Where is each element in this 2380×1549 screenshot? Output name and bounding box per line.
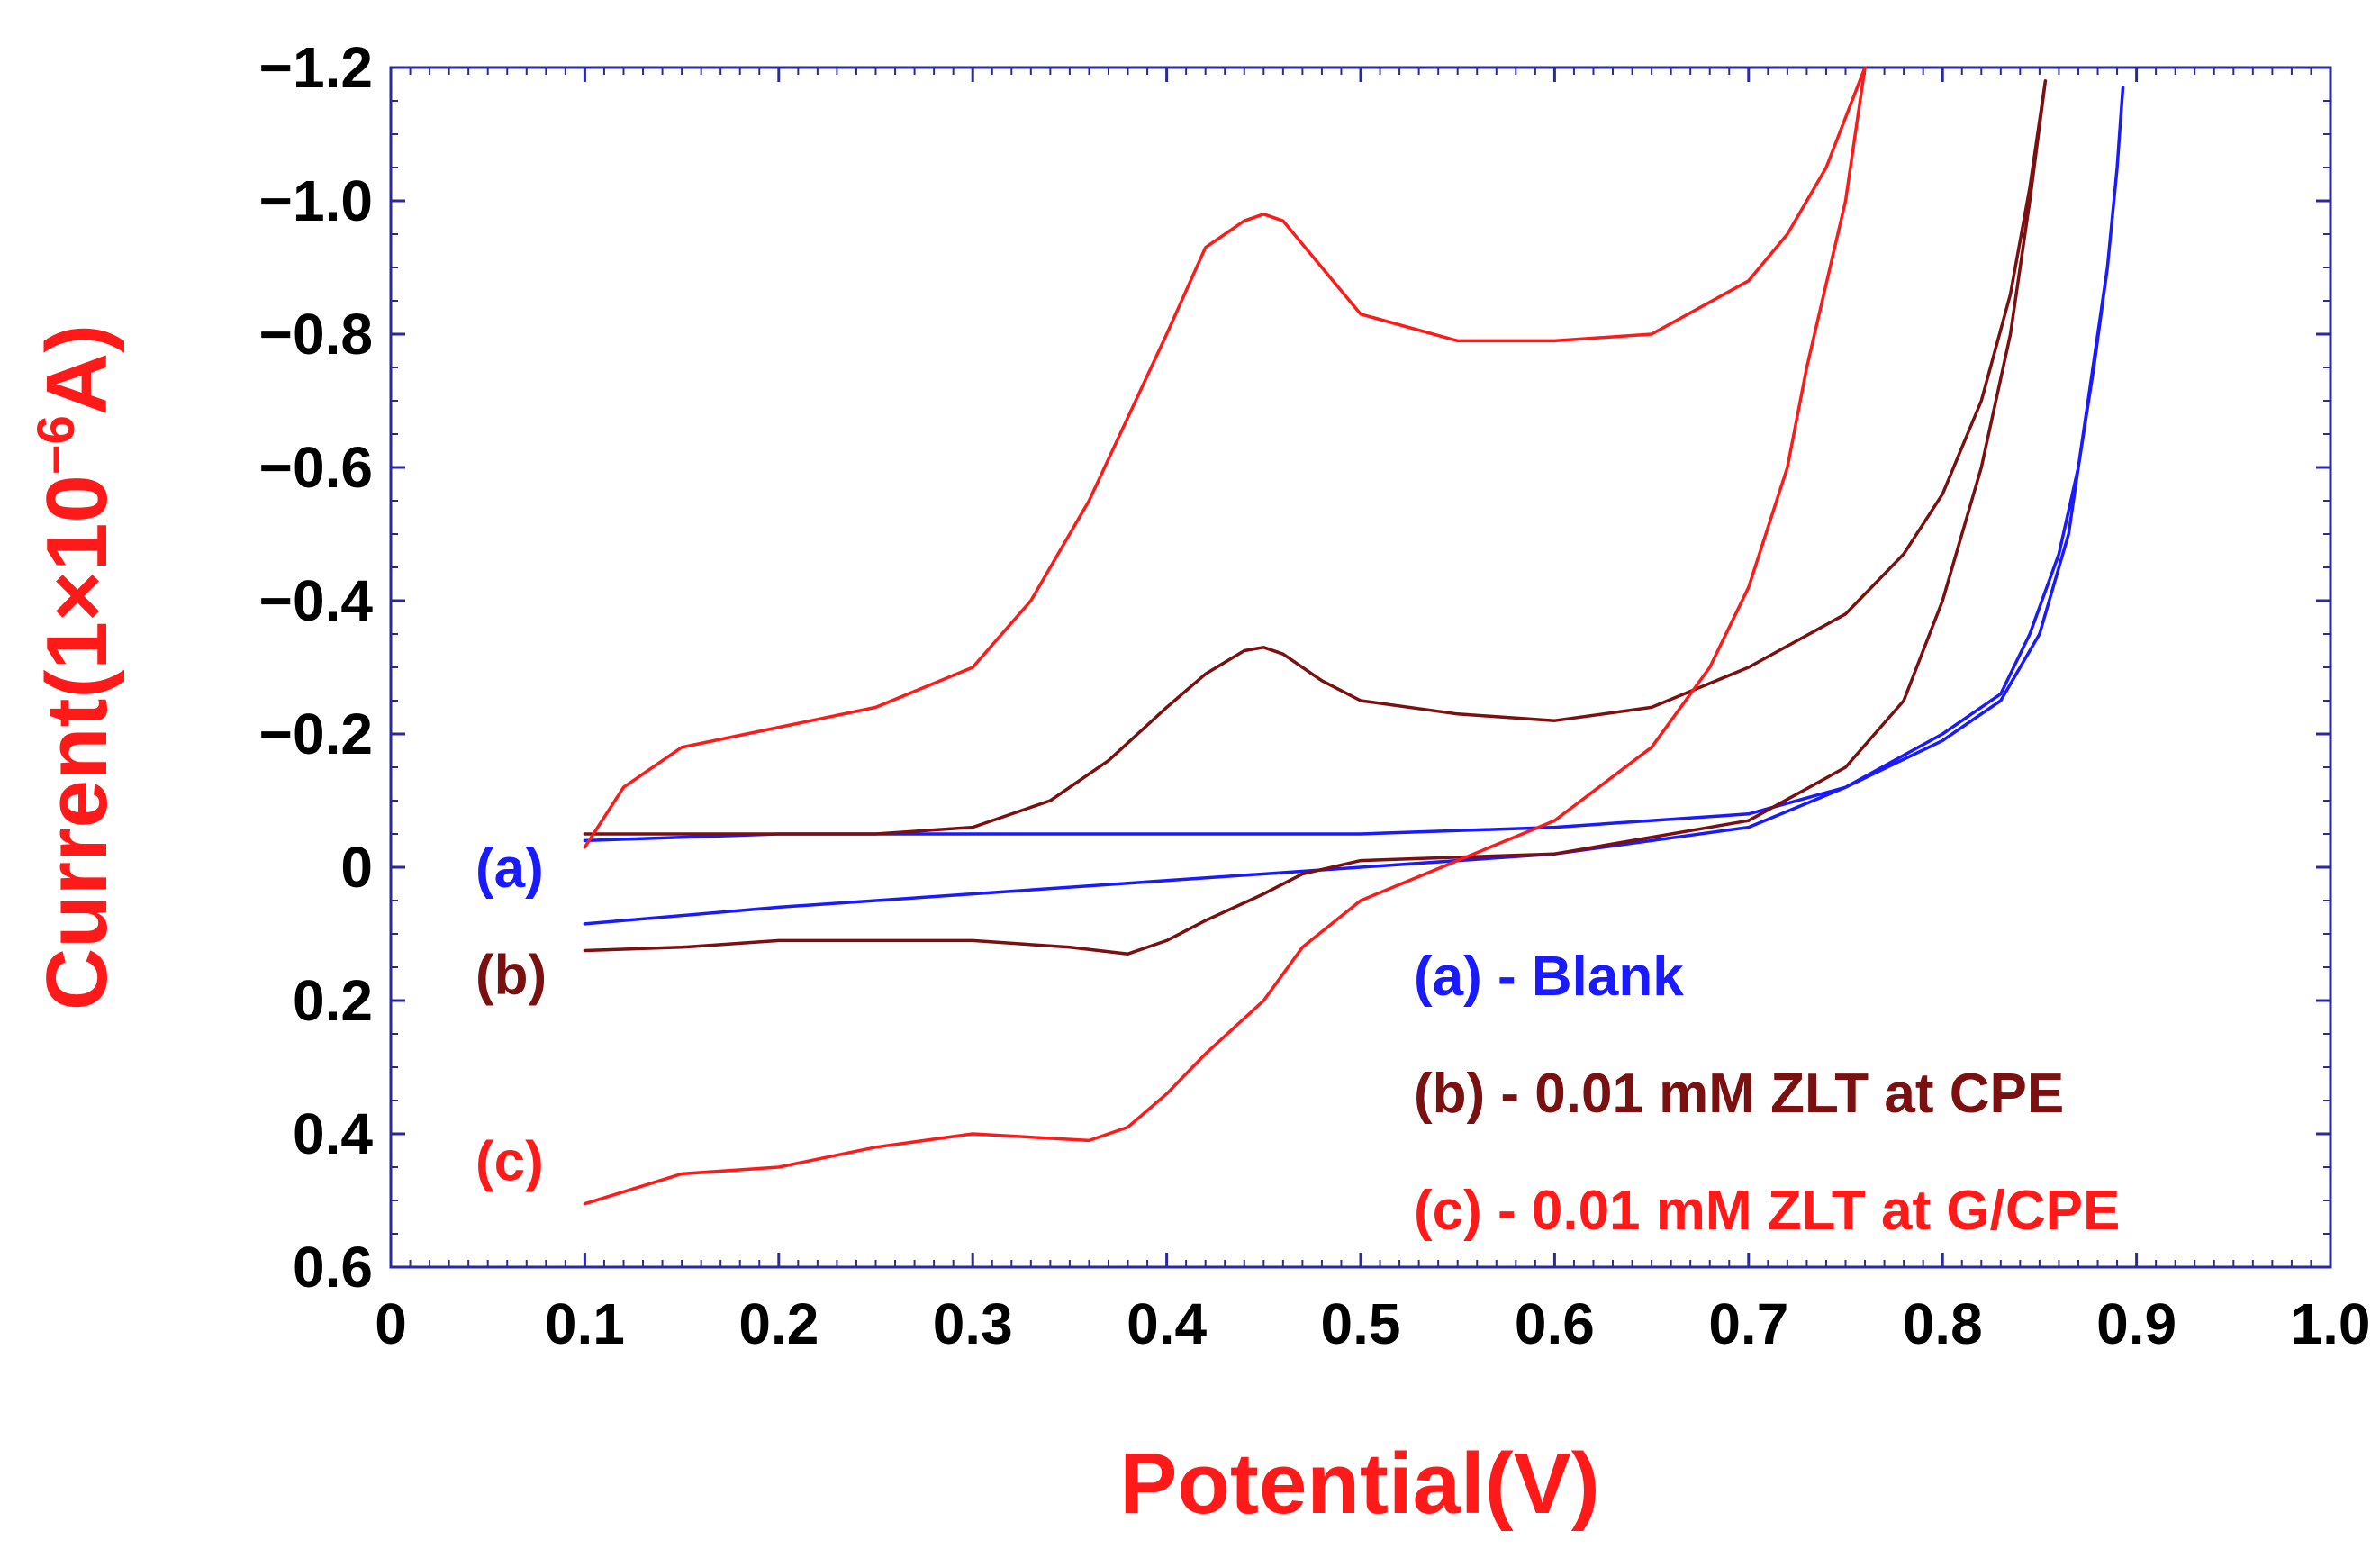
y-tick-label: −0.4 (259, 568, 374, 633)
x-tick-label: 0.7 (1708, 1291, 1788, 1356)
legend-entry-a: (a) - Blank (1414, 946, 1684, 1008)
legend-entry-b: (b) - 0.01 mM ZLT at CPE (1414, 1063, 2064, 1125)
x-tick-label: 0.4 (1127, 1291, 1207, 1356)
y-axis-title-exponent: −6 (27, 415, 86, 475)
y-axis-title: Current(1×10−6A) (27, 324, 125, 1010)
series-line-a (583, 86, 2125, 926)
y-tick-label: −0.6 (259, 435, 373, 500)
y-axis-title-suffix: A) (29, 324, 125, 415)
y-tick-label: 0 (340, 835, 373, 900)
x-tick-label: 0.1 (545, 1291, 625, 1356)
series-line-c (583, 66, 1867, 1206)
x-tick-label: 0.5 (1321, 1291, 1401, 1356)
x-tick-label: 0.3 (933, 1291, 1013, 1356)
curve-labels: (a) (b) (c) (475, 838, 547, 1193)
y-tick-label: 0.6 (293, 1235, 373, 1300)
y-tick-label: 0.4 (293, 1101, 373, 1166)
x-tick-label: 0.8 (1903, 1291, 1983, 1356)
series-line-b (583, 79, 2048, 956)
curve-label-b: (b) (475, 944, 547, 1006)
series-lines (583, 66, 2125, 1206)
curve-label-c: (c) (475, 1131, 544, 1193)
x-tick-labels: 0 0.1 0.2 0.3 0.4 0.5 0.6 0.7 0.8 0.9 1.0 (375, 1291, 2370, 1356)
x-tick-label: 0.9 (2096, 1291, 2176, 1356)
legend-entry-c: (c) - 0.01 mM ZLT at G/CPE (1414, 1180, 2120, 1242)
x-tick-label: 0 (375, 1291, 407, 1356)
axis-ticks (389, 66, 2332, 1269)
y-tick-label: −1.0 (259, 168, 373, 233)
y-tick-label: −0.2 (259, 702, 373, 766)
y-tick-label: 0.2 (293, 968, 373, 1033)
x-tick-label: 1.0 (2291, 1291, 2371, 1356)
x-axis-title: Potential(V) (1119, 1436, 1599, 1532)
x-tick-label: 0.6 (1515, 1291, 1595, 1356)
curve-label-a: (a) (475, 838, 544, 900)
y-tick-label: −0.8 (259, 302, 373, 367)
y-axis-title-prefix: Current(1×10 (29, 475, 125, 1010)
legend: (a) - Blank (b) - 0.01 mM ZLT at CPE (c)… (1414, 946, 2120, 1242)
y-tick-label: −1.2 (259, 35, 373, 100)
x-tick-label: 0.2 (738, 1291, 819, 1356)
y-tick-labels: −1.2 −1.0 −0.8 −0.6 −0.4 −0.2 0 0.2 0.4 0.6 (259, 35, 374, 1300)
